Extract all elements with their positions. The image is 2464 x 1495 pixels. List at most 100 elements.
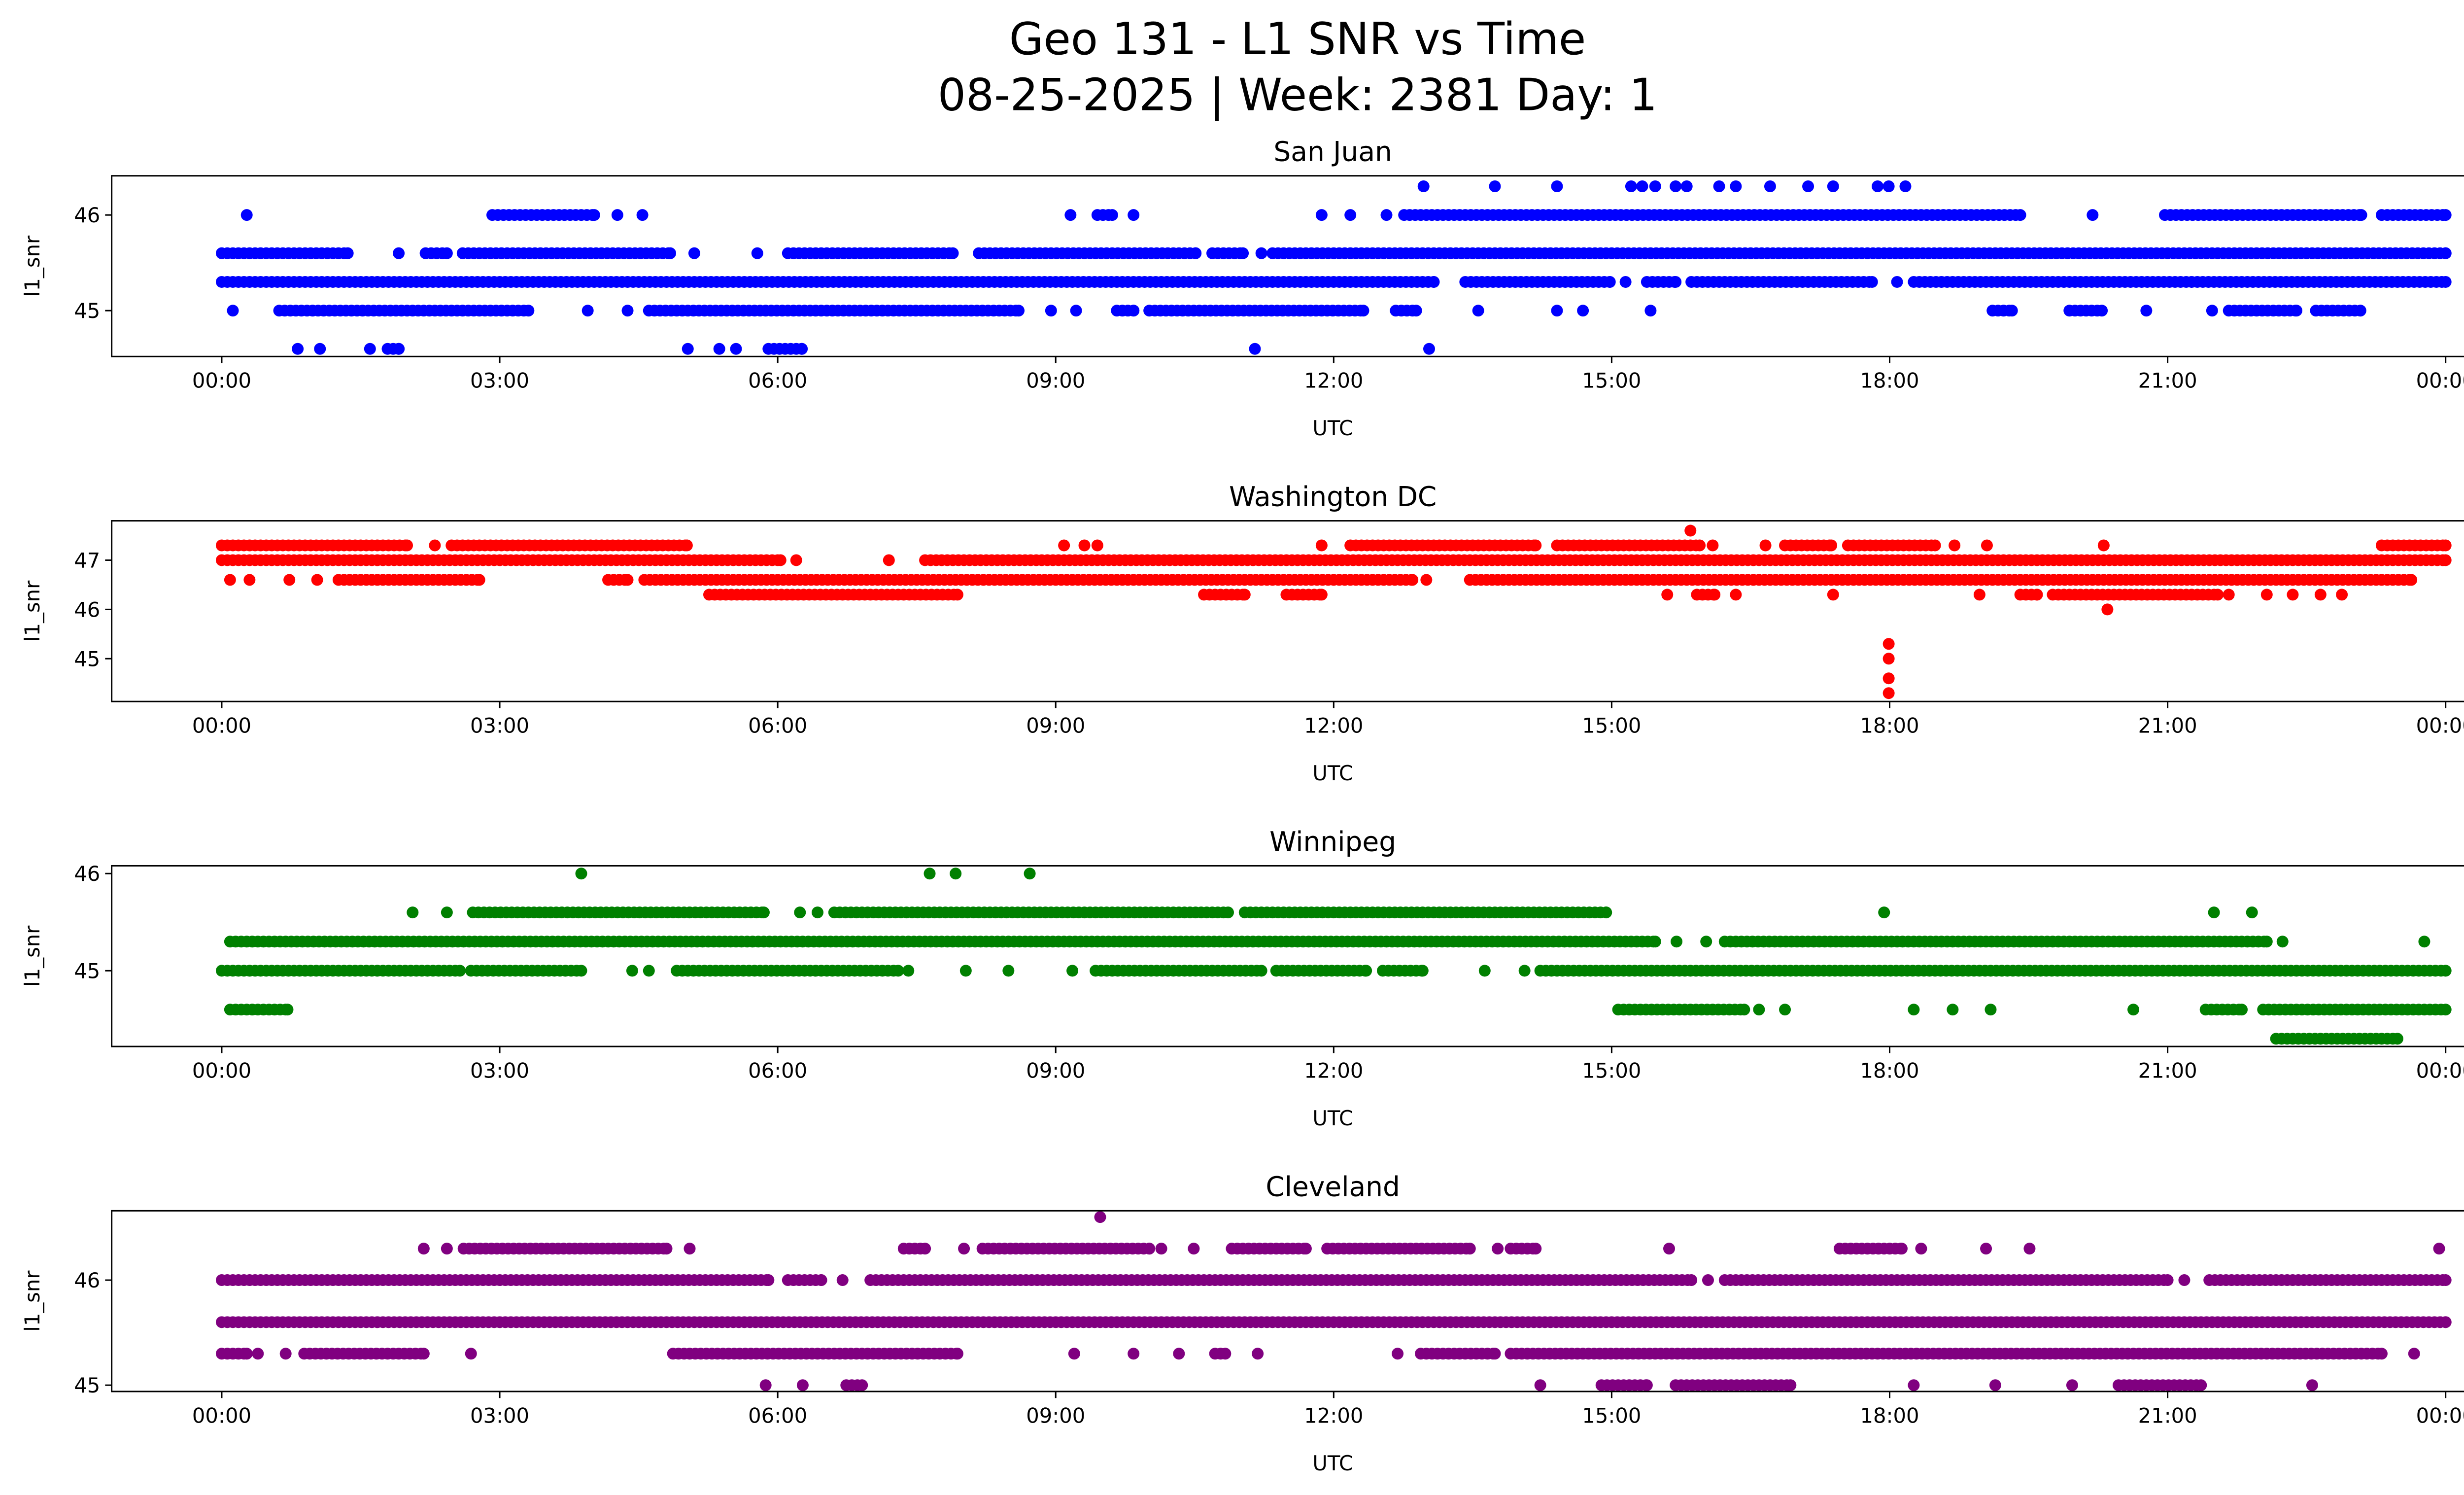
data-point [1661,589,1674,601]
data-point [575,868,587,880]
data-point [1078,539,1091,552]
data-point [1908,1379,1920,1391]
data-point [730,343,742,355]
x-axis-label: UTC [1312,1106,1353,1130]
data-point [1518,965,1531,977]
data-point [2354,305,2366,317]
data-point [1619,276,1632,288]
data-point [1980,1243,1992,1255]
x-tick-label: 21:00 [2138,714,2197,738]
x-axis-label: UTC [1312,1451,1353,1475]
data-point [2208,906,2220,919]
x-tick-label: 06:00 [748,1403,807,1427]
subplot-title: Winnipeg [1269,826,1396,857]
y-axis-label: l1_snr [20,1270,44,1332]
data-point [757,906,770,919]
y-tick-label: 46 [74,203,100,227]
data-point [417,1348,430,1360]
data-point [1929,539,1941,552]
data-point [1784,1379,1797,1391]
data-point [1155,1243,1167,1255]
data-point [1641,1379,1653,1391]
data-point [892,965,904,977]
data-point [681,539,693,552]
x-tick-label: 09:00 [1026,1403,1085,1427]
data-point [1671,936,1683,948]
data-point [688,247,700,259]
data-point [2006,305,2018,317]
data-point [1625,180,1637,192]
y-axis-label: l1_snr [20,925,44,987]
data-point [311,574,323,586]
data-point [279,1348,292,1360]
subplot-title: San Juan [1273,136,1392,168]
data-point [465,1348,477,1360]
data-point [1428,276,1440,288]
data-point [1492,1243,1504,1255]
data-point [2195,1379,2207,1391]
data-point [1222,906,1234,919]
data-point [1670,276,1682,288]
x-tick-label: 00:00 [192,1403,251,1427]
data-point [1013,305,1025,317]
data-point [1489,180,1501,192]
data-point [1143,1243,1156,1255]
data-point [393,247,405,259]
x-tick-label: 12:00 [1304,1058,1363,1082]
data-point [1872,180,1884,192]
x-tick-label: 03:00 [470,1403,529,1427]
data-point [2375,1348,2388,1360]
data-point [1070,305,1082,317]
data-point [1680,180,1693,192]
scatter-series [215,868,2452,1045]
data-point [2439,539,2452,552]
data-point [762,1274,775,1286]
data-point [790,554,802,566]
figure-title: Geo 131 - L1 SNR vs Time [1009,13,1586,65]
data-point [364,343,376,355]
data-point [1551,180,1563,192]
x-tick-label: 21:00 [2138,369,2197,393]
data-point [1649,180,1661,192]
data-point [314,343,326,355]
data-point [2290,305,2302,317]
data-point [1045,305,1057,317]
data-point [1530,1243,1542,1255]
data-point [1753,1004,1765,1016]
data-point [1360,965,1372,977]
x-tick-label: 03:00 [470,1058,529,1082]
data-point [2206,305,2218,317]
axes-frame [111,520,2464,702]
data-point [2314,589,2327,601]
data-point [1064,209,1077,221]
data-point [1915,1243,1927,1255]
data-point [1709,589,1721,601]
data-point [407,906,419,919]
data-point [1237,247,1249,259]
data-point [2433,1243,2445,1255]
data-point [1644,305,1657,317]
data-point [759,1379,772,1391]
data-point [441,247,453,259]
data-point [950,868,962,880]
data-point [1878,906,1890,919]
data-point [1685,1274,1698,1286]
data-point [1024,868,1036,880]
data-point [919,1243,931,1255]
data-point [227,305,239,317]
data-point [883,554,895,566]
data-point [2355,209,2367,221]
data-point [588,209,600,221]
data-point [1392,1348,1404,1360]
data-point [1882,180,1895,192]
data-point [1604,276,1616,288]
data-point [1420,574,1433,586]
data-point [2439,554,2452,566]
data-point [1882,687,1895,699]
x-tick-label: 03:00 [470,369,529,393]
data-point [643,965,655,977]
data-point [575,965,587,977]
x-tick-label: 18:00 [1860,1403,1919,1427]
